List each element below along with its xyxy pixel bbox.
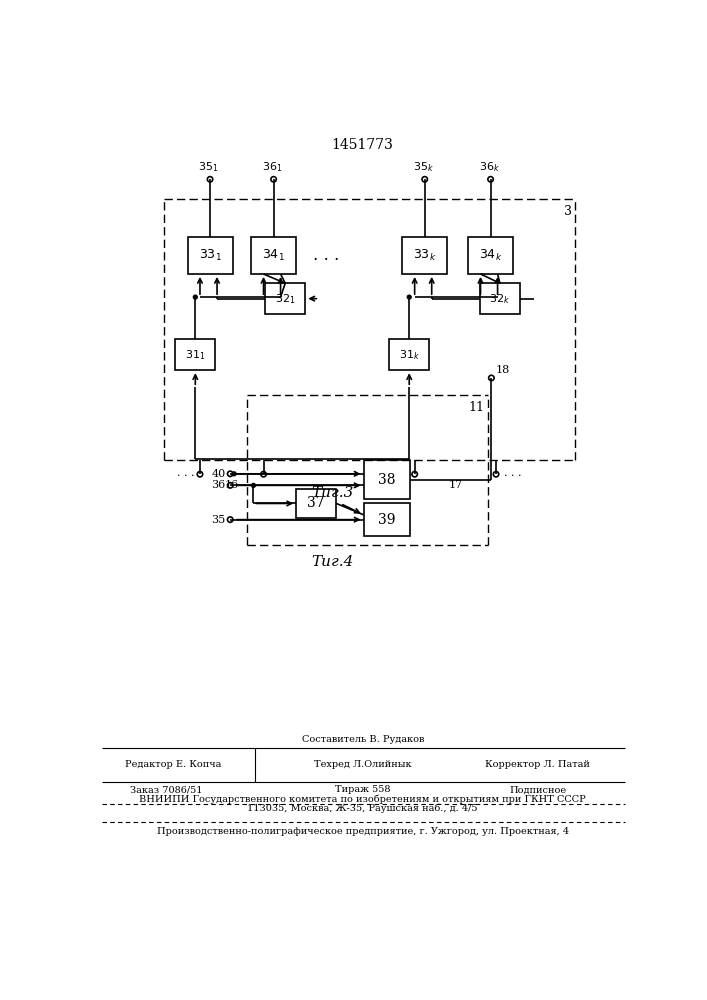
Text: Редактор Е. Копча: Редактор Е. Копча (125, 760, 222, 769)
Text: Τиг.4: Τиг.4 (311, 555, 354, 569)
Bar (402, 237, 448, 274)
Text: ВНИИПИ Государственного комитета по изобретениям и открытиям при ГКНТ СССР: ВНИИПИ Государственного комитета по изоб… (139, 794, 586, 804)
Text: 18: 18 (496, 365, 510, 375)
Text: $34_k$: $34_k$ (479, 248, 502, 263)
Text: Корректор Л. Патай: Корректор Л. Патай (486, 760, 590, 769)
Circle shape (407, 295, 411, 299)
Text: 16: 16 (225, 480, 239, 490)
Text: 40: 40 (211, 469, 226, 479)
Text: 17: 17 (448, 480, 462, 490)
Text: Составитель В. Рудаков: Составитель В. Рудаков (302, 735, 424, 744)
Circle shape (194, 295, 197, 299)
Text: . . .: . . . (504, 468, 522, 478)
Bar (389, 339, 429, 370)
Text: $32_1$: $32_1$ (275, 292, 296, 306)
Text: 38: 38 (378, 473, 395, 487)
Text: $31_k$: $31_k$ (399, 348, 420, 362)
Bar (251, 237, 296, 274)
Text: Τиг.3: Τиг.3 (311, 486, 354, 500)
Text: 35: 35 (211, 515, 226, 525)
Text: Техред Л.Олийнык: Техред Л.Олийнык (314, 760, 411, 769)
Text: $33_k$: $33_k$ (413, 248, 436, 263)
Text: $33_1$: $33_1$ (199, 248, 221, 263)
Text: $35_1$: $35_1$ (198, 160, 218, 174)
Text: 1451773: 1451773 (332, 138, 394, 152)
Text: $32_k$: $32_k$ (489, 292, 510, 306)
Text: $34_1$: $34_1$ (262, 248, 285, 263)
Bar (175, 339, 216, 370)
Bar (265, 283, 305, 314)
Circle shape (232, 472, 236, 476)
Text: Производственно-полиграфическое предприятие, г. Ужгород, ул. Проектная, 4: Производственно-полиграфическое предприя… (157, 827, 569, 836)
Text: 3: 3 (564, 205, 572, 218)
Text: Подписное: Подписное (509, 785, 566, 794)
Text: $35_k$: $35_k$ (413, 160, 433, 174)
Circle shape (252, 483, 255, 487)
Bar (363, 503, 410, 536)
Bar (296, 489, 337, 518)
Text: $36_1$: $36_1$ (262, 160, 282, 174)
Text: Тираж 558: Тираж 558 (335, 785, 390, 794)
Text: $31_1$: $31_1$ (185, 348, 206, 362)
Text: $36_k$: $36_k$ (479, 160, 500, 174)
Text: 36: 36 (211, 480, 226, 490)
Bar (187, 237, 233, 274)
Bar (468, 237, 513, 274)
Text: Заказ 7086/51: Заказ 7086/51 (129, 785, 202, 794)
Bar (363, 460, 410, 499)
Text: 11: 11 (469, 401, 484, 414)
Text: 37: 37 (308, 496, 325, 510)
Bar (480, 283, 520, 314)
Text: . . .: . . . (313, 247, 339, 264)
Text: 113035, Москва, Ж-35, Раушская наб., д. 4/5: 113035, Москва, Ж-35, Раушская наб., д. … (247, 804, 478, 813)
Text: 39: 39 (378, 513, 395, 527)
Text: . . .: . . . (177, 468, 194, 478)
